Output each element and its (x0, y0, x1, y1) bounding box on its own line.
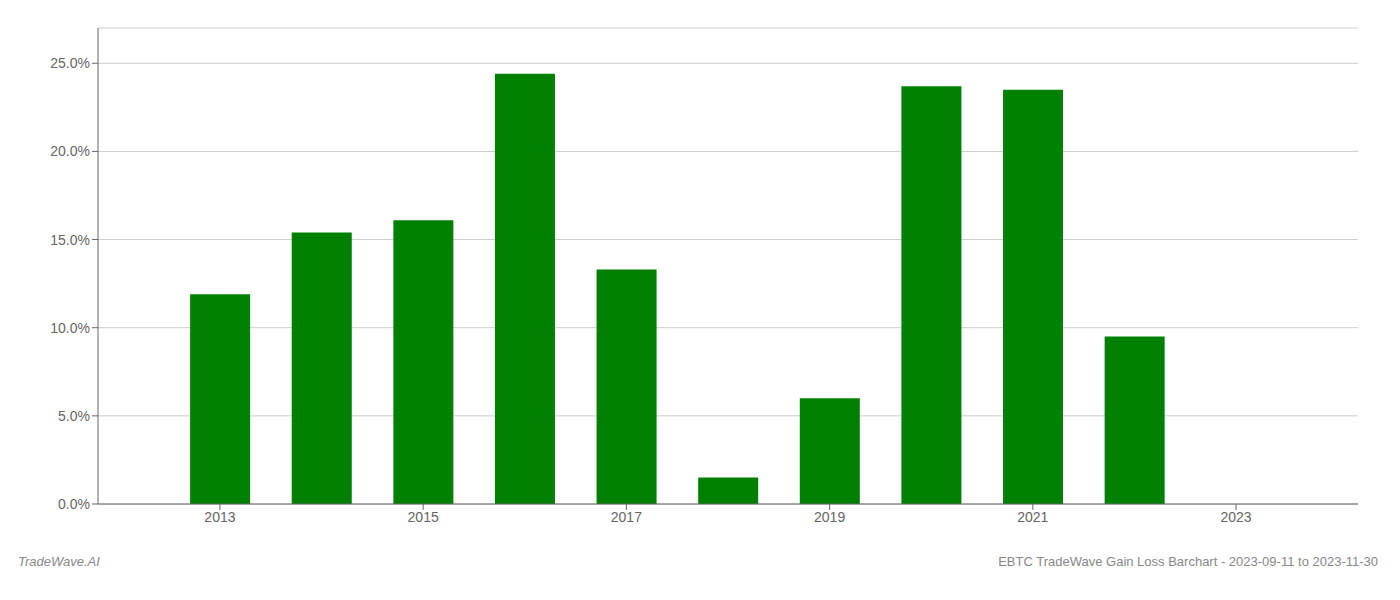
svg-text:2015: 2015 (408, 509, 439, 525)
svg-text:10.0%: 10.0% (50, 320, 90, 336)
svg-text:2017: 2017 (611, 509, 642, 525)
html-text:EBTC TradeWave Gain Loss Barch: EBTC TradeWave Gain Loss Barchart - 2023… (998, 554, 1378, 569)
svg-text:20.0%: 20.0% (50, 143, 90, 159)
svg-text:5.0%: 5.0% (58, 408, 90, 424)
html-text:TradeWave.AI: TradeWave.AI (18, 554, 100, 569)
svg-text:2021: 2021 (1017, 509, 1048, 525)
svg-text:2013: 2013 (204, 509, 235, 525)
svg-text:25.0%: 25.0% (50, 55, 90, 71)
svg-text:2023: 2023 (1220, 509, 1251, 525)
svg-text:2019: 2019 (814, 509, 845, 525)
svg-text:0.0%: 0.0% (58, 496, 90, 512)
svg-text:15.0%: 15.0% (50, 232, 90, 248)
